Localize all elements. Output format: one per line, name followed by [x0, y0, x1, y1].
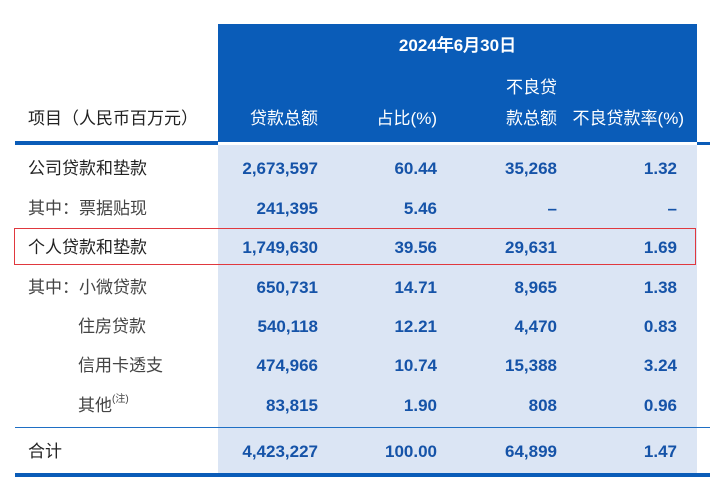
- npl-total-header-line2: 款总额: [506, 109, 557, 128]
- npl-total-cell: 8,965: [514, 278, 557, 297]
- period-header: 2024年6月30日: [398, 36, 517, 55]
- npl-ratio-cell: 0.96: [643, 396, 677, 415]
- npl-total-cell: 15,388: [505, 356, 557, 375]
- share-cell: 14.71: [394, 278, 437, 297]
- npl-total-header-line1: 不良贷: [506, 78, 557, 97]
- row-label: 其中：票据贴现: [28, 199, 147, 218]
- row-label: 公司贷款和垫款: [28, 159, 147, 178]
- loan-total-cell: 540,118: [257, 317, 318, 336]
- loan-total-cell: 650,731: [256, 278, 318, 297]
- row-label: 住房贷款: [78, 317, 146, 336]
- data-column-background: [218, 145, 697, 473]
- footnote-marker: (注): [112, 394, 129, 405]
- share-cell: 100.00: [385, 442, 437, 461]
- loan-total-cell: 474,966: [256, 356, 318, 375]
- total-label: 合计: [28, 442, 62, 461]
- row-label: 信用卡透支: [78, 356, 163, 375]
- total-divider: [15, 427, 710, 428]
- npl-total-cell: 64,899: [505, 442, 557, 461]
- npl-total-cell: 4,470: [514, 317, 557, 336]
- share-cell: 1.90: [403, 396, 437, 415]
- loan-total-header: 贷款总额: [250, 109, 318, 128]
- npl-total-cell: 29,631: [505, 238, 557, 257]
- item-column-header: 项目（人民币百万元）: [28, 109, 198, 128]
- loan-total-cell: 83,815: [266, 396, 318, 415]
- npl-ratio-cell: 1.47: [643, 442, 677, 461]
- share-cell: 39.56: [394, 238, 437, 257]
- share-cell: 60.44: [394, 159, 437, 178]
- share-cell: 12.21: [394, 317, 437, 336]
- share-cell: 10.74: [394, 356, 437, 375]
- highlight-box-personal-loans: [14, 228, 696, 265]
- npl-ratio-header: 不良贷款率(%): [572, 109, 684, 128]
- row-label-text: 其他: [78, 396, 112, 415]
- npl-ratio-cell: 3.24: [643, 356, 677, 375]
- bottom-rule: [15, 473, 710, 477]
- header-background: [218, 24, 697, 142]
- loan-total-cell: 4,423,227: [242, 442, 318, 461]
- npl-total-cell: 35,268: [505, 159, 557, 178]
- npl-ratio-cell: 1.69: [643, 238, 677, 257]
- npl-total-cell: 808: [528, 396, 557, 415]
- loan-total-cell: 1,749,630: [242, 238, 318, 257]
- row-label: 个人贷款和垫款: [28, 238, 147, 257]
- row-label: 其他(注): [78, 394, 129, 415]
- loan-total-cell: 2,673,597: [242, 159, 318, 178]
- share-cell: 5.46: [403, 199, 437, 218]
- npl-ratio-cell: 1.32: [643, 159, 677, 178]
- loan-total-cell: 241,395: [256, 199, 318, 218]
- header-rule: [15, 141, 218, 145]
- npl-total-cell: –: [547, 199, 557, 218]
- npl-ratio-cell: 1.38: [643, 278, 677, 297]
- header-rule-right: [697, 142, 710, 145]
- share-header: 占比(%): [376, 109, 437, 128]
- row-label: 其中：小微贷款: [28, 278, 147, 297]
- npl-ratio-cell: 0.83: [643, 317, 677, 336]
- npl-ratio-cell: –: [667, 199, 677, 218]
